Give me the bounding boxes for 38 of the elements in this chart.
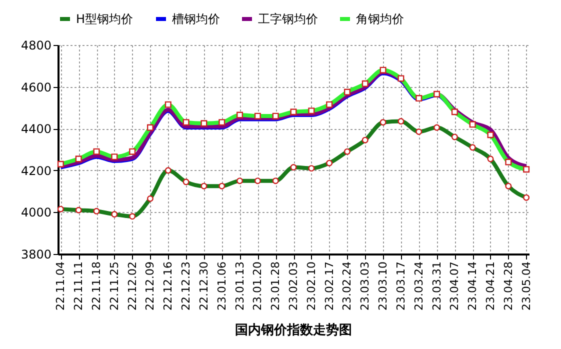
legend-label: 角钢均价 [356, 12, 404, 26]
x-tick-label: 23.05.04 [520, 262, 533, 310]
x-tick-label: 23.04.28 [502, 262, 515, 310]
x-tick-label: 23.01.06 [215, 262, 228, 310]
legend-label: H型钢均价 [76, 12, 134, 26]
y-tick-label: 4800 [20, 38, 52, 52]
y-tick-label: 3800 [20, 248, 52, 262]
x-tick-label: 23.02.03 [287, 262, 300, 310]
x-tick-label: 23.04.14 [466, 262, 480, 310]
x-tick-label: 23.03.10 [376, 262, 390, 310]
x-tick-label: 22.11.25 [108, 262, 121, 310]
x-tick-label: 23.02.17 [322, 262, 336, 310]
x-tick-label: 22.12.30 [197, 262, 210, 310]
x-tick-label: 23.02.10 [304, 262, 318, 310]
x-tick-label: 23.01.20 [251, 262, 264, 310]
y-tick-label: 4000 [20, 206, 52, 220]
y-tick-label: 4200 [20, 164, 52, 178]
y-tick-label: 4400 [20, 122, 52, 136]
x-tick-label: 22.11.04 [54, 262, 68, 310]
x-tick-label: 22.12.09 [144, 262, 157, 310]
x-tick-label: 23.02.24 [340, 262, 354, 310]
x-tick-label: 23.03.17 [394, 262, 408, 310]
x-tick-label: 23.03.31 [430, 262, 444, 310]
legend-label: 工字钢均价 [258, 12, 318, 26]
x-tick-label: 22.11.18 [90, 262, 104, 310]
text: 国内钢价指数走势图 [235, 322, 352, 338]
x-tick-label: 23.04.07 [448, 262, 462, 310]
x-tick-label: 23.01.13 [233, 262, 246, 310]
x-tick-label: 23.03.24 [412, 262, 426, 310]
legend-label: 槽钢均价 [172, 12, 220, 26]
x-tick-label: 23.01.28 [269, 262, 282, 310]
x-tick-label: 22.12.16 [162, 262, 175, 310]
x-tick-label: 22.12.23 [180, 262, 193, 310]
x-tick-label: 22.11.11 [72, 262, 86, 310]
x-tick-label: 23.03.03 [358, 262, 372, 310]
x-tick-label: 22.12.02 [126, 262, 139, 310]
x-tick-label: 23.04.21 [484, 262, 497, 310]
y-tick-label: 4600 [20, 80, 52, 94]
